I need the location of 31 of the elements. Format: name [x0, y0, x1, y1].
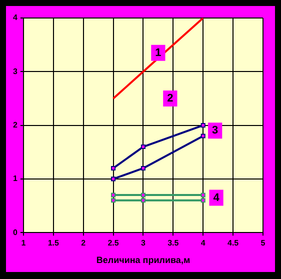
- point: [140, 192, 146, 198]
- annotation: 4: [213, 192, 220, 204]
- x-tick-label: 2: [81, 238, 86, 248]
- x-tick-label: 5: [260, 238, 266, 248]
- x-tick-label: 2.5: [108, 238, 120, 248]
- annotation: 2: [167, 92, 174, 105]
- point: [111, 176, 116, 182]
- point: [200, 123, 206, 128]
- x-tick-label: 3: [141, 238, 146, 248]
- point: [111, 192, 116, 198]
- y-tick-label: 2: [12, 120, 18, 130]
- point: [200, 198, 206, 203]
- point: [140, 166, 146, 170]
- point: [140, 198, 146, 203]
- y-tick-label: 4: [12, 13, 18, 22]
- x-tick-label: 4.5: [227, 238, 240, 248]
- y-tick-label: 1: [12, 174, 18, 184]
- x-tick-label: 1.5: [48, 238, 60, 248]
- x-tick-label: 3.5: [168, 238, 180, 248]
- annotation: 3: [212, 124, 218, 137]
- annotation: 1: [155, 46, 162, 59]
- y-tick-label: 0: [12, 228, 18, 237]
- point: [200, 192, 206, 198]
- point: [111, 198, 116, 203]
- x-axis-title: Величина прилива,м: [96, 255, 190, 266]
- point: [200, 134, 206, 138]
- point: [111, 166, 116, 170]
- x-tick-label: 1: [21, 238, 26, 248]
- point: [140, 144, 146, 150]
- x-tick-label: 4: [200, 238, 206, 248]
- y-tick-label: 3: [12, 66, 18, 76]
